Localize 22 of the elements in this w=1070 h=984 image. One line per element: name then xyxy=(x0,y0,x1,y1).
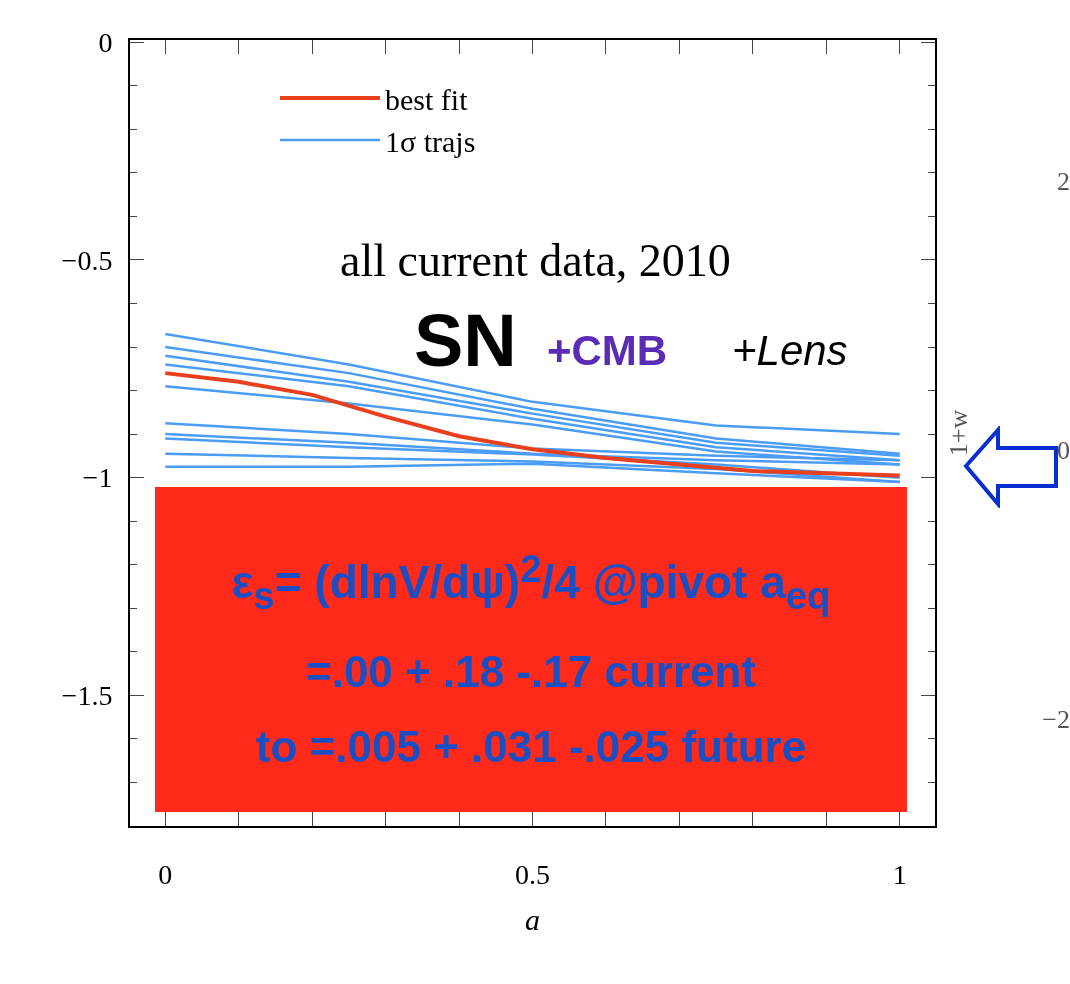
y2-tick-label: 2 xyxy=(1057,167,1070,197)
annotation: all current data, 2010 xyxy=(340,235,731,286)
annotation: +Lens xyxy=(732,327,848,374)
annotation: SN xyxy=(414,299,517,382)
callout-box: ε$_{s}$= (dlnV/dψ)$^{2}$/4 @pivot a$_{eq}$ =.00 + .18 -.17 current to =.005 + .031 -.025 future xyxy=(155,487,907,812)
annotation: to =.005 + .031 -.025 future xyxy=(254,722,808,772)
annotation: +CMB xyxy=(547,327,668,374)
y-tick-label: 0 xyxy=(98,26,113,58)
y2-tick-label: 0 xyxy=(1057,435,1070,465)
legend-label: best fit xyxy=(385,82,469,116)
y-tick-label: −1 xyxy=(82,462,113,494)
x-tick-label: 0.5 xyxy=(515,858,550,890)
y-tick-label: −1.5 xyxy=(61,680,113,712)
annotation: ε$_{s}$= (dlnV/dψ)$^{2}$/4 @pivot a$_{eq}$ xyxy=(230,547,832,618)
y2-axis-title: 1+w xyxy=(943,409,973,457)
annotation: =.00 + .18 -.17 current xyxy=(304,647,757,697)
legend-label: 1σ trajs xyxy=(385,124,476,158)
x-tick-label: 0 xyxy=(158,858,173,890)
x-tick-label: 1 xyxy=(892,858,907,890)
x-axis-title: a xyxy=(525,902,540,936)
y-tick-label: −0.5 xyxy=(61,244,113,276)
y2-tick-label: −2 xyxy=(1042,704,1070,734)
